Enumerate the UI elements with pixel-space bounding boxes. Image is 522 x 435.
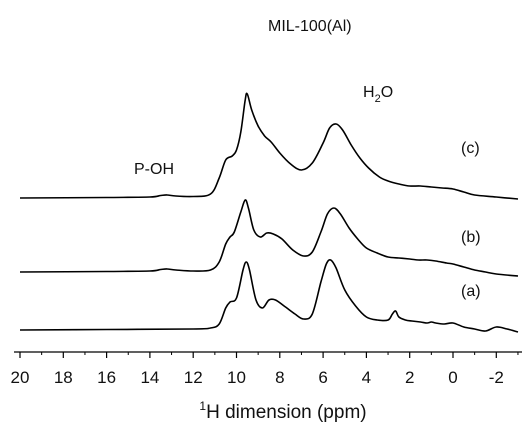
trace-label-a: (a) bbox=[461, 283, 481, 300]
x-axis-ticks: 20 18 16 14 12 10 8 6 4 2 0 -2 bbox=[11, 352, 519, 387]
spectrum-trace-b bbox=[19, 199, 519, 277]
x-tick-label: 14 bbox=[140, 368, 159, 387]
annotation-water-h: H bbox=[363, 84, 375, 101]
x-tick-label: 2 bbox=[405, 368, 414, 387]
x-axis-title-text: H dimension (ppm) bbox=[206, 402, 367, 423]
spectrum-trace-a bbox=[19, 259, 519, 333]
x-tick-label: 10 bbox=[227, 368, 246, 387]
annotation-water: H2O bbox=[363, 84, 393, 105]
spectrum-traces bbox=[19, 92, 519, 333]
x-tick-label: 8 bbox=[275, 368, 284, 387]
trace-label-b: (b) bbox=[461, 229, 481, 246]
x-tick-label: 6 bbox=[318, 368, 327, 387]
spectrum-trace-c bbox=[19, 92, 519, 200]
x-axis-title-superscript: 1 bbox=[199, 399, 206, 413]
annotation-p-oh: P-OH bbox=[134, 161, 174, 178]
x-tick-label: -2 bbox=[489, 368, 504, 387]
x-tick-label: 16 bbox=[97, 368, 116, 387]
x-axis-title: 1H dimension (ppm) bbox=[199, 399, 366, 423]
annotation-mil100: MIL-100(Al) bbox=[268, 18, 352, 35]
annotation-water-sub: 2 bbox=[375, 93, 381, 105]
x-tick-label: 18 bbox=[54, 368, 73, 387]
x-tick-label: 12 bbox=[184, 368, 203, 387]
x-tick-label: 0 bbox=[448, 368, 457, 387]
x-tick-label: 4 bbox=[362, 368, 371, 387]
trace-label-c: (c) bbox=[461, 140, 480, 157]
annotation-water-o: O bbox=[381, 84, 393, 101]
x-tick-label: 20 bbox=[11, 368, 30, 387]
